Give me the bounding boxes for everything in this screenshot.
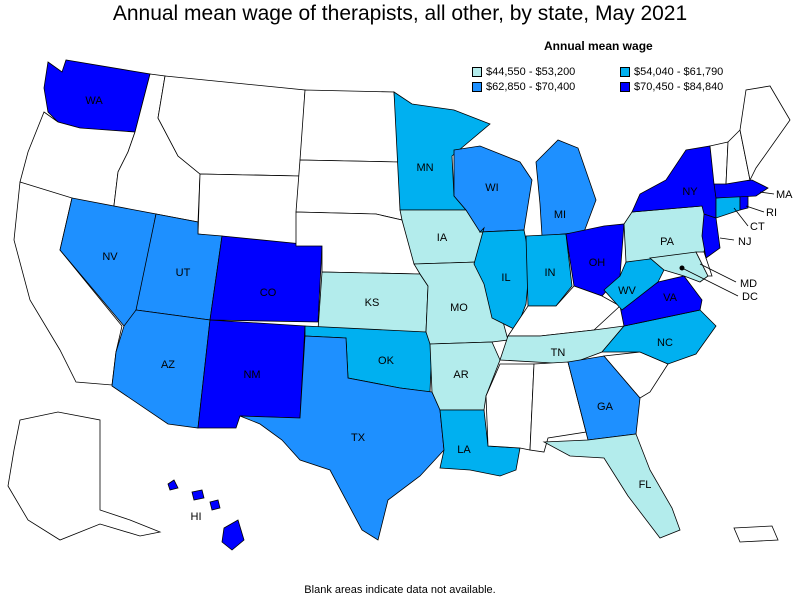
label-il: IL: [501, 272, 510, 284]
state-de[interactable]: [695, 251, 713, 277]
label-nm: NM: [243, 369, 260, 381]
label-ut: UT: [176, 267, 191, 279]
legend-label: $54,040 - $61,790: [634, 66, 724, 78]
label-mn: MN: [416, 162, 433, 174]
label-dc: DC: [742, 291, 758, 303]
state-ak[interactable]: [7, 411, 162, 541]
label-ny: NY: [682, 186, 698, 198]
label-co: CO: [260, 287, 277, 299]
label-ga: GA: [597, 401, 614, 413]
label-oh: OH: [589, 257, 606, 269]
label-mo: MO: [450, 302, 468, 314]
label-nc: NC: [657, 337, 673, 349]
state-fl[interactable]: [542, 433, 681, 539]
state-sd[interactable]: [295, 159, 403, 221]
legend-swatch: [620, 82, 630, 92]
label-tn: TN: [551, 347, 566, 359]
leader-line: [719, 237, 735, 241]
label-wi: WI: [485, 182, 498, 194]
legend-item-bin-3: $62,850 - $70,400: [472, 81, 575, 93]
state-ct[interactable]: [715, 195, 741, 219]
legend-swatch: [472, 67, 482, 77]
label-wa: WA: [85, 95, 103, 107]
map-title: Annual mean wage of therapists, all othe…: [112, 2, 688, 25]
legend-swatch: [620, 67, 630, 77]
leader-line: [699, 263, 737, 283]
label-in: IN: [545, 267, 556, 279]
legend-item-bin-1: $44,550 - $53,200: [472, 66, 575, 78]
label-md: MD: [740, 278, 757, 290]
label-va: VA: [663, 292, 678, 304]
legend-swatch: [472, 82, 482, 92]
state-in[interactable]: [525, 233, 573, 307]
label-ok: OK: [378, 355, 395, 367]
state-nd[interactable]: [299, 89, 401, 163]
label-ma: MA: [776, 189, 793, 201]
state-ny[interactable]: [631, 145, 717, 219]
state-co[interactable]: [209, 235, 323, 323]
label-az: AZ: [161, 359, 175, 371]
label-wv: WV: [618, 285, 636, 297]
legend-item-bin-4: $70,450 - $84,840: [620, 81, 723, 93]
legend-label: $62,850 - $70,400: [486, 81, 576, 93]
label-nv: NV: [102, 251, 118, 263]
state-la[interactable]: [439, 409, 521, 477]
label-mi: MI: [554, 209, 566, 221]
state-pr[interactable]: [733, 525, 779, 543]
legend-title: Annual mean wage: [544, 39, 653, 53]
label-ks: KS: [365, 297, 380, 309]
label-nj: NJ: [738, 236, 751, 248]
label-tx: TX: [351, 432, 366, 444]
state-ri[interactable]: [739, 195, 749, 211]
state-me[interactable]: [739, 85, 791, 182]
label-fl: FL: [639, 479, 652, 491]
label-ct: CT: [750, 221, 765, 233]
label-ar: AR: [453, 369, 468, 381]
state-sc[interactable]: [603, 351, 669, 399]
state-tx[interactable]: [239, 335, 445, 541]
label-hi: HI: [191, 511, 202, 523]
leader-line: [733, 207, 749, 227]
legend-item-bin-2: $54,040 - $61,790: [620, 66, 723, 78]
label-ri: RI: [766, 207, 777, 219]
state-ar[interactable]: [429, 341, 501, 411]
legend-label: $70,450 - $84,840: [634, 81, 724, 93]
state-mi[interactable]: [535, 139, 597, 237]
footnote: Blank areas indicate data not available.: [304, 584, 496, 596]
legend-label: $44,550 - $53,200: [486, 66, 576, 78]
label-la: LA: [457, 444, 471, 456]
label-ia: IA: [437, 232, 448, 244]
state-hi[interactable]: [167, 479, 245, 551]
leader-line: [759, 191, 775, 195]
leader-line: [681, 267, 739, 297]
state-nj[interactable]: [701, 213, 721, 259]
label-pa: PA: [660, 236, 675, 248]
leader-line: [745, 205, 765, 213]
